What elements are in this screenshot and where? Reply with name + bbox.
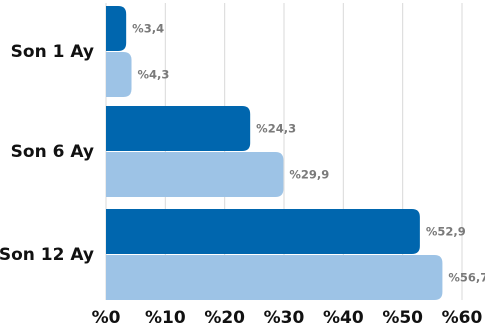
x-tick-label: %0: [92, 308, 121, 328]
data-label: %4,3: [138, 68, 170, 82]
bar: [106, 52, 132, 97]
category-labels: Son 1 Ay Son 6 Ay Son 12 Ay: [0, 42, 94, 265]
x-axis-tick-labels: %0 %10 %20 %30 %40 %50 %60: [92, 308, 483, 328]
data-label: %3,4: [132, 22, 164, 36]
x-tick-label: %50: [382, 308, 423, 328]
category-label: Son 1 Ay: [11, 42, 94, 62]
grid-lines: [105, 3, 463, 300]
x-tick-label: %40: [323, 308, 364, 328]
bar: [106, 6, 127, 51]
x-tick-label: %30: [264, 308, 305, 328]
bar: [106, 106, 251, 151]
bar: [106, 209, 420, 254]
x-tick-label: %10: [145, 308, 186, 328]
data-label: %56,7: [448, 271, 485, 285]
data-label: %52,9: [426, 225, 466, 239]
bar: [106, 255, 443, 300]
bars: [106, 6, 443, 300]
bar: [106, 152, 284, 197]
data-label: %24,3: [256, 122, 296, 136]
x-tick-label: %20: [204, 308, 245, 328]
data-labels: %3,4 %4,3 %24,3 %29,9 %52,9 %56,7: [132, 22, 485, 285]
category-label: Son 12 Ay: [0, 245, 94, 265]
data-label: %29,9: [289, 168, 329, 182]
x-tick-label: %60: [442, 308, 483, 328]
category-label: Son 6 Ay: [11, 142, 94, 162]
